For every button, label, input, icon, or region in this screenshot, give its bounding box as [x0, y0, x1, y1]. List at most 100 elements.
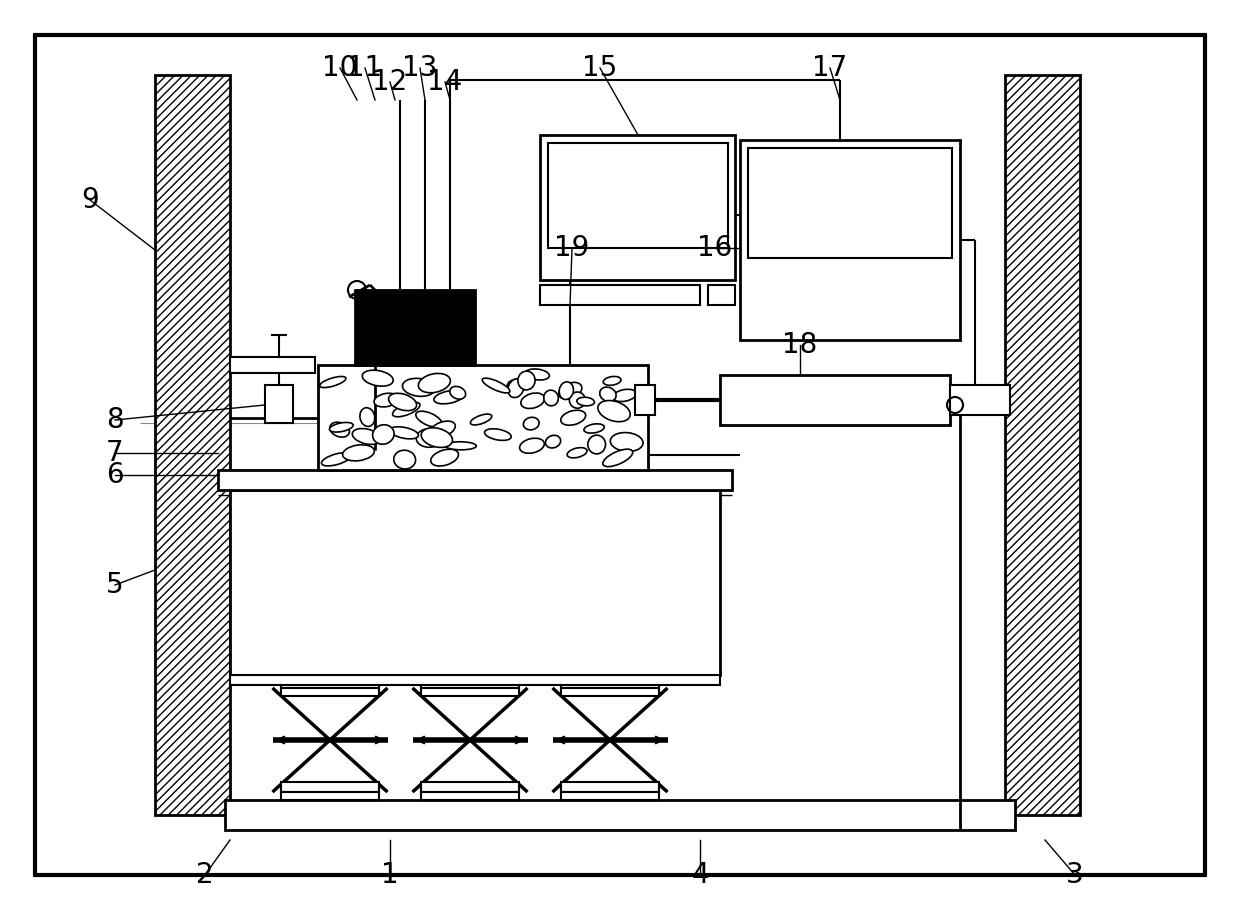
Ellipse shape	[520, 438, 544, 454]
Text: 1: 1	[381, 861, 399, 889]
Bar	[422, 792, 518, 800]
Text: 7: 7	[107, 439, 124, 467]
Bar	[281, 688, 379, 696]
Bar	[748, 148, 952, 258]
Text: 17: 17	[812, 54, 848, 82]
Bar	[355, 290, 475, 365]
Ellipse shape	[521, 393, 544, 408]
Ellipse shape	[518, 371, 536, 390]
Bar	[422, 688, 518, 696]
Ellipse shape	[403, 378, 435, 396]
Bar	[950, 385, 1011, 415]
Ellipse shape	[610, 433, 644, 452]
Ellipse shape	[388, 394, 417, 411]
Ellipse shape	[374, 394, 398, 407]
Ellipse shape	[430, 449, 459, 466]
Text: 4: 4	[691, 861, 709, 889]
Ellipse shape	[417, 428, 443, 447]
Ellipse shape	[422, 428, 453, 447]
Bar	[229, 675, 720, 685]
Bar	[281, 792, 379, 800]
Bar	[562, 792, 658, 800]
Text: 11: 11	[347, 54, 383, 82]
Ellipse shape	[577, 397, 594, 405]
Ellipse shape	[372, 425, 394, 445]
Ellipse shape	[508, 379, 525, 397]
Ellipse shape	[526, 369, 549, 380]
Ellipse shape	[352, 428, 381, 445]
Ellipse shape	[434, 391, 464, 404]
Ellipse shape	[389, 426, 418, 439]
Bar	[539, 135, 735, 280]
Ellipse shape	[482, 378, 510, 393]
Bar	[229, 490, 720, 675]
Text: 12: 12	[372, 68, 408, 96]
Ellipse shape	[569, 392, 585, 408]
Bar	[740, 140, 960, 340]
Ellipse shape	[430, 421, 455, 437]
Ellipse shape	[320, 376, 346, 387]
Text: 19: 19	[554, 234, 590, 262]
Ellipse shape	[342, 445, 374, 461]
Ellipse shape	[415, 411, 441, 427]
Ellipse shape	[598, 401, 630, 422]
Bar	[562, 782, 658, 792]
Text: 8: 8	[107, 406, 124, 434]
Bar	[422, 680, 518, 688]
Bar	[218, 470, 732, 490]
Ellipse shape	[393, 403, 420, 417]
Text: 2: 2	[196, 861, 213, 889]
Text: 16: 16	[697, 234, 733, 262]
Bar	[720, 375, 950, 425]
Bar	[635, 385, 655, 415]
Bar	[548, 143, 728, 248]
Bar	[224, 800, 1016, 830]
Bar	[539, 285, 701, 305]
Text: 10: 10	[322, 54, 357, 82]
Bar	[562, 680, 658, 688]
Bar	[422, 782, 518, 792]
Bar	[265, 385, 293, 423]
Text: 15: 15	[583, 54, 618, 82]
Bar	[281, 782, 379, 792]
Bar	[281, 680, 379, 688]
Text: 5: 5	[107, 571, 124, 599]
Ellipse shape	[450, 386, 466, 399]
Bar	[229, 357, 315, 373]
Bar	[155, 75, 229, 815]
Ellipse shape	[362, 370, 393, 386]
Ellipse shape	[544, 390, 558, 405]
Ellipse shape	[603, 449, 632, 466]
Ellipse shape	[559, 382, 573, 400]
Bar	[708, 285, 735, 305]
Ellipse shape	[445, 442, 476, 450]
Ellipse shape	[321, 453, 351, 466]
Ellipse shape	[584, 424, 604, 433]
Text: 9: 9	[81, 186, 99, 214]
Ellipse shape	[418, 374, 450, 393]
Bar	[317, 365, 649, 470]
Ellipse shape	[470, 415, 492, 425]
Ellipse shape	[360, 408, 374, 426]
Text: 3: 3	[1066, 861, 1084, 889]
Ellipse shape	[560, 410, 585, 425]
Ellipse shape	[613, 389, 636, 402]
Ellipse shape	[603, 376, 621, 385]
Text: 6: 6	[107, 461, 124, 489]
Ellipse shape	[567, 447, 587, 458]
Bar	[562, 688, 658, 696]
Bar	[1004, 75, 1080, 815]
Text: 13: 13	[402, 54, 438, 82]
Ellipse shape	[588, 435, 605, 454]
Ellipse shape	[485, 429, 511, 440]
Ellipse shape	[330, 423, 353, 432]
Ellipse shape	[600, 387, 616, 402]
Ellipse shape	[394, 450, 415, 469]
Ellipse shape	[507, 379, 527, 392]
Ellipse shape	[559, 383, 582, 399]
Text: 14: 14	[428, 68, 463, 96]
Ellipse shape	[546, 435, 560, 448]
Text: 18: 18	[782, 331, 817, 359]
Ellipse shape	[523, 417, 539, 430]
Ellipse shape	[330, 422, 350, 437]
